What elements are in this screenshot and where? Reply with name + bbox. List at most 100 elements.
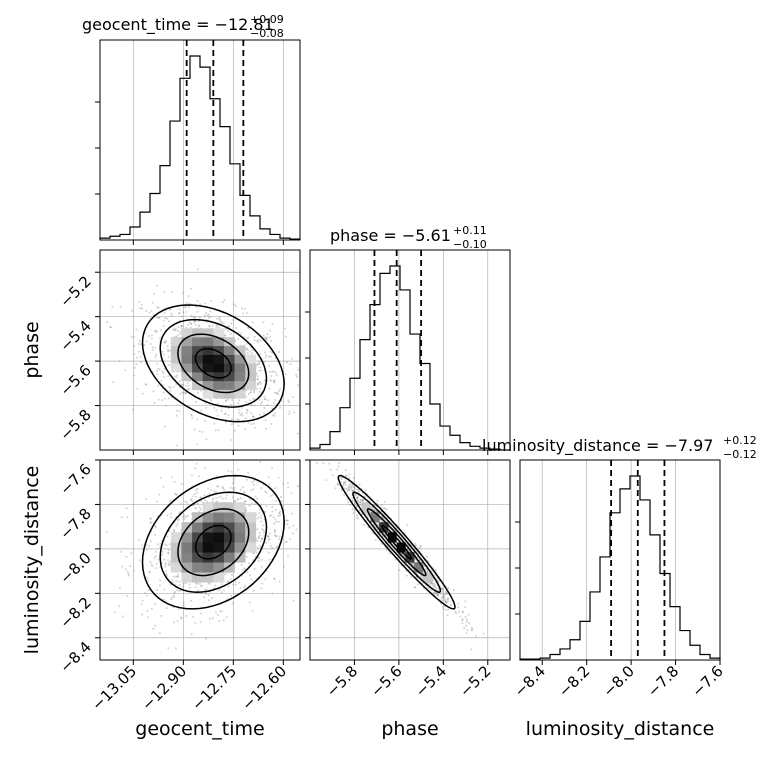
scatter-point: [258, 516, 260, 519]
scatter-point: [245, 412, 248, 414]
scatter-point: [135, 328, 138, 331]
density-cell: [422, 572, 432, 583]
scatter-point: [287, 486, 290, 488]
scatter-point: [165, 607, 168, 610]
density-cell: [223, 337, 235, 347]
scatter-point: [160, 614, 163, 617]
scatter-point: [361, 499, 364, 502]
scatter-point: [238, 581, 241, 584]
scatter-point: [192, 504, 195, 507]
scatter-point: [248, 504, 251, 507]
scatter-point: [366, 513, 369, 516]
scatter-point: [221, 486, 224, 488]
scatter-point: [182, 384, 185, 387]
scatter-point: [265, 337, 268, 340]
scatter-point: [235, 305, 237, 307]
scatter-point: [174, 329, 177, 332]
scatter-point: [109, 326, 112, 329]
density-cell: [379, 522, 389, 533]
scatter-point: [176, 589, 179, 592]
scatter-point: [337, 484, 340, 486]
scatter-point: [276, 392, 279, 394]
scatter-point: [226, 580, 229, 583]
panel-frame: [99, 39, 301, 241]
scatter-point: [190, 599, 193, 602]
scatter-point: [408, 568, 411, 571]
scatter-point: [185, 392, 188, 395]
scatter-point: [237, 498, 240, 500]
density-cell: [213, 328, 225, 338]
scatter-point: [186, 501, 189, 504]
scatter-point: [183, 513, 185, 516]
scatter-point: [194, 401, 197, 404]
scatter-point: [272, 401, 275, 404]
scatter-point: [285, 519, 288, 522]
x-tick-label: −13.05: [88, 662, 140, 714]
contour-level-2: [177, 333, 250, 394]
scatter-point: [139, 355, 142, 358]
scatter-point: [437, 579, 440, 582]
scatter-point: [129, 565, 132, 568]
scatter-point: [264, 490, 267, 493]
scatter-point: [138, 559, 141, 562]
scatter-point: [258, 362, 261, 365]
scatter-point: [419, 545, 422, 548]
title-phase: phase = −5.61 +0.11 −0.10: [330, 224, 487, 251]
scatter-point: [444, 608, 447, 611]
scatter-point: [190, 414, 193, 417]
scatter-point: [269, 532, 272, 535]
scatter-point: [223, 589, 225, 592]
density-cell: [181, 372, 193, 382]
scatter-point: [173, 480, 176, 483]
scatter-point: [178, 312, 181, 315]
density-cell: [213, 372, 225, 382]
scatter-point: [183, 306, 186, 309]
scatter-point: [203, 494, 206, 497]
density-cell: [234, 389, 246, 399]
scatter-point: [348, 486, 351, 489]
scatter-point: [261, 582, 264, 585]
density-cell: [181, 532, 193, 543]
scatter-point: [269, 544, 272, 547]
scatter-point: [130, 552, 133, 555]
scatter-point: [175, 444, 178, 447]
scatter-point: [264, 337, 267, 340]
scatter-point: [251, 609, 254, 612]
scatter-point: [271, 506, 274, 508]
scatter-point: [232, 602, 234, 605]
scatter-point: [208, 582, 211, 585]
density-cell: [223, 389, 235, 399]
scatter-point: [153, 292, 156, 295]
scatter-point: [269, 370, 272, 373]
scatter-point: [264, 356, 267, 359]
density-cell: [245, 372, 257, 382]
density-cell: [202, 512, 214, 523]
scatter-point: [461, 611, 464, 614]
scatter-point: [193, 428, 196, 431]
scatter-point: [193, 320, 196, 323]
scatter-point: [220, 321, 223, 324]
scatter-point: [190, 314, 193, 317]
scatter-point: [170, 312, 173, 315]
density-cell: [234, 363, 246, 373]
scatter-point: [259, 353, 262, 355]
scatter-point: [442, 595, 445, 598]
scatter-point: [157, 367, 160, 370]
scatter-point: [384, 507, 387, 510]
density-cell: [202, 372, 214, 382]
scatter-point: [467, 613, 470, 616]
scatter-point: [171, 476, 174, 479]
scatter-point: [258, 360, 261, 363]
scatter-point: [162, 372, 165, 375]
scatter-point: [233, 429, 236, 432]
scatter-point: [204, 499, 206, 502]
scatter-point: [361, 512, 363, 515]
panel-frame: [519, 459, 721, 661]
scatter-point: [357, 517, 359, 520]
scatter-point: [348, 483, 351, 486]
scatter-point: [222, 321, 225, 324]
scatter-point: [172, 528, 175, 531]
scatter-point: [263, 379, 266, 382]
scatter-point: [208, 325, 211, 328]
scatter-point: [351, 508, 354, 511]
